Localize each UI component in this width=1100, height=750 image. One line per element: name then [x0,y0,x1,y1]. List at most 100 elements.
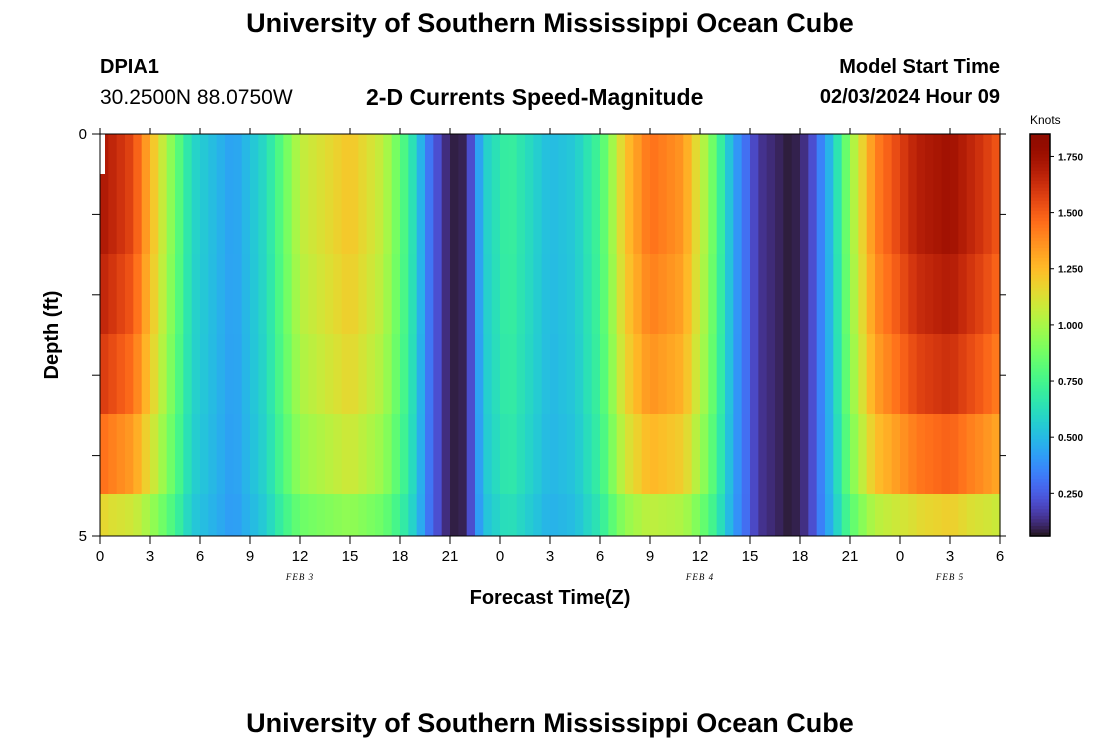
heatmap-cell [375,134,384,174]
heatmap-cell [475,494,484,536]
x-tick-label: 6 [596,548,604,565]
heatmap-cell [233,174,243,254]
colorbar-swatch [1030,150,1050,155]
heatmap-cell [200,254,209,334]
colorbar-swatch [1030,264,1050,269]
heatmap-cell [191,134,201,174]
heatmap-cell [666,334,676,414]
colorbar-swatch [1030,184,1050,189]
colorbar-swatch [1030,415,1050,420]
heatmap-cell [183,494,193,536]
heatmap-cell [625,494,634,536]
heatmap-cell [150,134,159,174]
heatmap-cell [575,414,584,494]
heatmap-cell [533,494,543,536]
heatmap-cell [250,414,259,494]
colorbar-swatch [1030,355,1050,360]
heatmap-cell [700,414,709,494]
heatmap-cell [850,174,859,254]
heatmap-cell [708,174,718,254]
heatmap-cell [733,254,743,334]
colorbar-swatch [1030,509,1050,514]
heatmap-cell [841,254,851,334]
heatmap-cell [458,134,468,174]
heatmap-cell [333,134,343,174]
heatmap-cell [358,254,368,334]
heatmap-cell [975,174,984,254]
heatmap-cell [891,134,901,174]
heatmap-cell [675,334,684,414]
colorbar-swatch [1030,348,1050,353]
heatmap-cell [483,334,493,414]
heatmap-cell [150,494,159,536]
heatmap-cell [108,494,118,536]
heatmap-cell [691,174,701,254]
colorbar-swatch [1030,529,1050,534]
colorbar-swatch [1030,311,1050,316]
heatmap-cell [675,134,684,174]
heatmap-cell [550,494,559,536]
heatmap-cell [566,414,576,494]
heatmap-cell [483,494,493,536]
heatmap-cell [875,254,884,334]
missing-data-cell [100,134,105,174]
heatmap-cell [241,334,251,414]
heatmap-cell [491,254,501,334]
heatmap-cell [733,134,743,174]
heatmap-cell [183,174,193,254]
heatmap-cell [475,414,484,494]
heatmap-cell [908,334,918,414]
colorbar-swatch [1030,324,1050,329]
heatmap-cell [566,494,576,536]
y-tick-label: 0 [79,126,87,143]
heatmap-cell [975,254,984,334]
heatmap-cell [841,414,851,494]
heatmap-cell [241,414,251,494]
heatmap-cell [375,174,384,254]
colorbar-swatch [1030,231,1050,236]
heatmap-cell [225,174,234,254]
heatmap-cell [950,134,959,174]
heatmap-cell [375,334,384,414]
heatmap-cell [666,254,676,334]
heatmap-cell [466,174,476,254]
heatmap-cell [508,174,518,254]
colorbar-swatch [1030,445,1050,450]
heatmap-cell [350,494,359,536]
heatmap-cell [575,254,584,334]
heatmap-cell [266,334,276,414]
heatmap-cell [333,414,343,494]
heatmap-cell [208,174,218,254]
heatmap-cell [416,254,426,334]
heatmap-cell [550,174,559,254]
heatmap-cell [175,414,184,494]
heatmap-cell [200,134,209,174]
colorbar-swatch [1030,489,1050,494]
heatmap-cell [191,254,201,334]
heatmap-cell [508,494,518,536]
heatmap-cell [441,414,451,494]
heatmap-cell [250,254,259,334]
heatmap-cell [216,334,226,414]
heatmap-cell [658,134,668,174]
colorbar-swatch [1030,247,1050,252]
heatmap-cell [325,494,334,536]
heatmap-cell [283,254,293,334]
heatmap-cell [250,174,259,254]
heatmap-cell [825,414,834,494]
heatmap-cell [375,414,384,494]
colorbar-swatch [1030,358,1050,363]
colorbar-swatch [1030,338,1050,343]
heatmap-cell [766,174,776,254]
colorbar-swatch [1030,164,1050,169]
heatmap-cell [450,414,459,494]
heatmap-cell [233,254,243,334]
heatmap-cell [366,494,376,536]
heatmap-cell [500,334,509,414]
heatmap-cell [716,414,726,494]
heatmap-cell [733,414,743,494]
heatmap-cell [633,334,643,414]
heatmap-cell [600,254,609,334]
heatmap-cell [725,254,734,334]
heatmap-cell [158,414,168,494]
